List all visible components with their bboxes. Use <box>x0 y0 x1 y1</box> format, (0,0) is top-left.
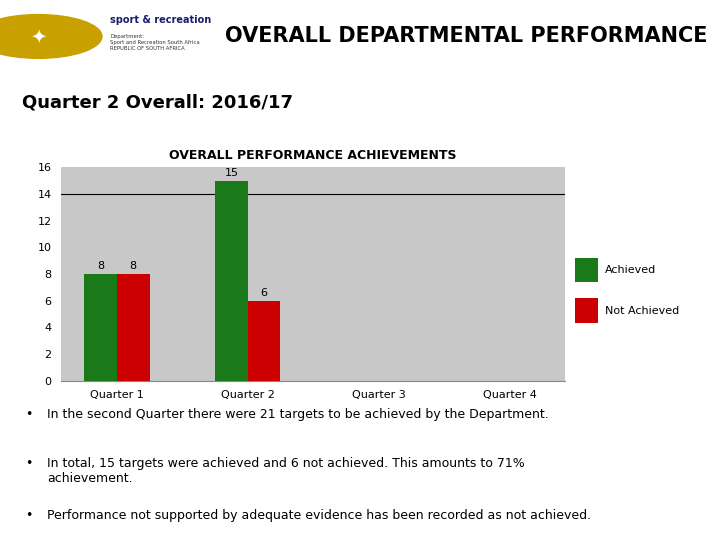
Text: •: • <box>25 457 32 470</box>
Bar <box>84 274 117 381</box>
Text: In the second Quarter there were 21 targets to be achieved by the Department.: In the second Quarter there were 21 targ… <box>47 408 549 421</box>
Text: •: • <box>25 408 32 421</box>
Circle shape <box>0 15 102 58</box>
Text: Department:
Sport and Recreation South Africa
REPUBLIC OF SOUTH AFRICA: Department: Sport and Recreation South A… <box>110 34 200 51</box>
Text: Performance not supported by adequate evidence has been recorded as not achieved: Performance not supported by adequate ev… <box>47 509 591 522</box>
Text: 8: 8 <box>130 261 137 272</box>
Text: •: • <box>25 509 32 522</box>
Text: OVERALL DEPARTMENTAL PERFORMANCE: OVERALL DEPARTMENTAL PERFORMANCE <box>225 26 708 46</box>
Bar <box>575 298 598 322</box>
Bar <box>575 258 598 282</box>
Text: 15: 15 <box>225 168 238 178</box>
Text: 8: 8 <box>97 261 104 272</box>
Text: In total, 15 targets were achieved and 6 not achieved. This amounts to 71%
achie: In total, 15 targets were achieved and 6… <box>47 457 525 485</box>
Text: Not Achieved: Not Achieved <box>605 306 679 315</box>
Bar <box>248 301 281 381</box>
Bar <box>117 274 150 381</box>
Text: sport & recreation: sport & recreation <box>110 16 212 25</box>
Title: OVERALL PERFORMANCE ACHIEVEMENTS: OVERALL PERFORMANCE ACHIEVEMENTS <box>169 149 457 162</box>
Text: Quarter 2 Overall: 2016/17: Quarter 2 Overall: 2016/17 <box>22 93 292 112</box>
Text: ✦: ✦ <box>30 27 46 46</box>
Text: 6: 6 <box>261 288 268 298</box>
Bar <box>215 181 248 381</box>
Text: Achieved: Achieved <box>605 265 656 275</box>
